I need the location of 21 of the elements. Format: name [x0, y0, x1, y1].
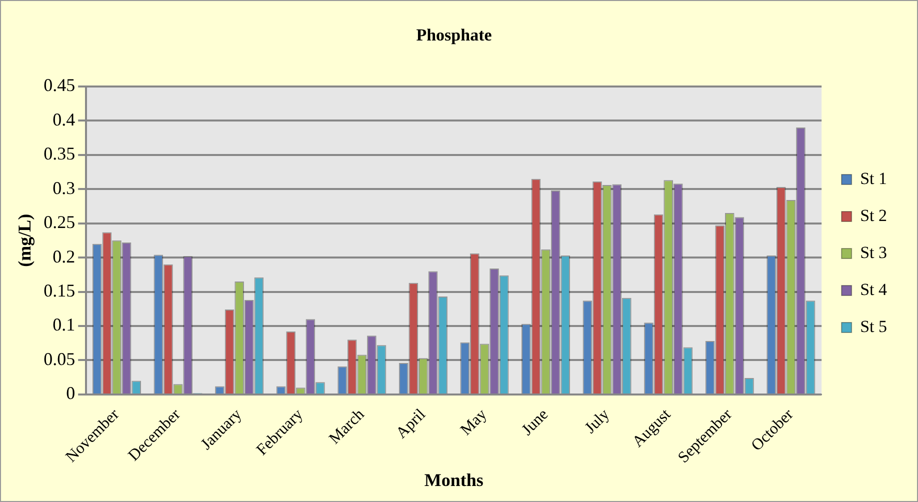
x-axis-title: Months [424, 470, 484, 490]
y-tick-label: 0.2 [52, 246, 76, 266]
y-tick-label: 0.45 [44, 75, 76, 96]
y-tick-label: 0.1 [52, 314, 76, 335]
legend-label: St 4 [860, 280, 888, 299]
y-tick-label: 0.05 [44, 348, 76, 369]
legend-label: St 2 [860, 206, 888, 225]
legend-label: St 3 [860, 242, 888, 262]
y-tick-label: 0 [66, 383, 76, 404]
legend-label: St 1 [860, 168, 888, 188]
x-tick-label: May [458, 406, 490, 439]
x-tick-label: July [582, 406, 613, 437]
y-tick-label: 0.4 [52, 109, 76, 130]
y-axis-title: (mg/L) [14, 214, 34, 267]
y-tick-label: 0.25 [44, 212, 76, 232]
x-tick-label: June [518, 406, 552, 439]
y-tick-label: 0.3 [52, 178, 76, 198]
legend-label: St 5 [860, 316, 888, 336]
chart-title: Phosphate [416, 26, 492, 45]
y-tick-label: 0.15 [44, 280, 76, 300]
y-tick-label: 0.35 [44, 144, 76, 164]
